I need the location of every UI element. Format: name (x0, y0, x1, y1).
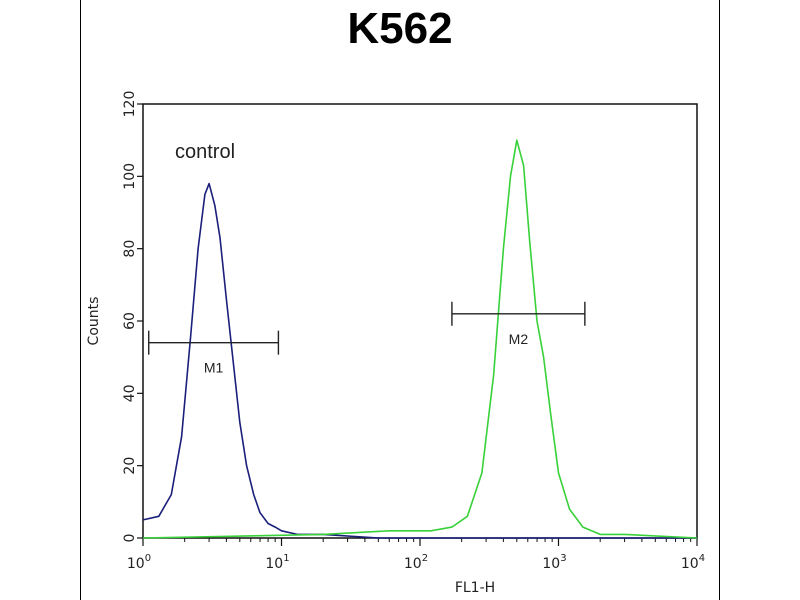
y-tick-label: 60 (122, 312, 138, 330)
x-tick-label: 103 (542, 553, 566, 572)
chart-title: K562 (347, 4, 453, 53)
gate-label-m2: M2 (509, 331, 529, 347)
y-tick-label: 120 (122, 91, 138, 118)
y-tick-label: 100 (122, 163, 138, 190)
y-tick-label: 40 (122, 384, 138, 402)
control-annotation: control (175, 141, 235, 163)
x-tick-label: 104 (681, 553, 705, 572)
figure-frame (80, 0, 720, 600)
plot-area (142, 103, 698, 539)
x-tick-label: 101 (265, 553, 289, 572)
gate-label-m1: M1 (204, 360, 224, 376)
series-line-2 (142, 139, 698, 539)
y-tick-label: 20 (122, 457, 138, 475)
y-axis-label: Counts (86, 297, 102, 346)
x-tick-label: 102 (404, 553, 428, 572)
y-tick-label: 0 (122, 534, 138, 543)
x-tick-label: 100 (127, 553, 151, 572)
y-tick-label: 80 (122, 240, 138, 258)
series-line-1 (142, 182, 697, 539)
x-axis-label: FL1-H (455, 580, 495, 596)
